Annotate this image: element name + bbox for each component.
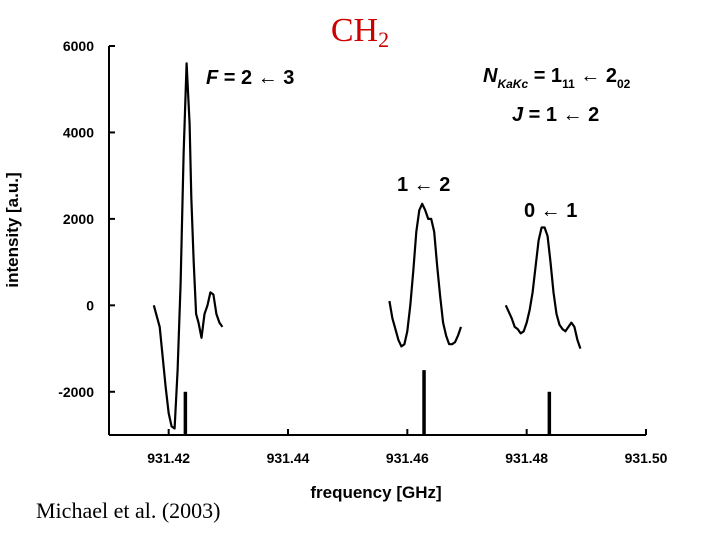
- series-line-1: [152, 62, 224, 430]
- stick-spectrum: [183, 370, 552, 435]
- citation: Michael et al. (2003): [36, 498, 221, 523]
- y-axis-label: intensity [a.u.]: [3, 172, 22, 287]
- series-line-2: [388, 202, 463, 348]
- x-tick-label: 931.44: [267, 450, 310, 466]
- x-tick-label: 931.46: [386, 450, 429, 466]
- y-tick-label: 2000: [63, 211, 94, 227]
- y-tick-label: 0: [86, 297, 94, 313]
- series-group: [152, 62, 582, 430]
- annotation-peak-0-1: 0 ← 1: [524, 200, 577, 222]
- x-tick-label: 931.48: [505, 450, 548, 466]
- y-ticks: 6000 4000 2000 0 -2000: [58, 38, 115, 400]
- y-tick-label: 4000: [63, 124, 94, 140]
- series-line-3: [504, 226, 582, 349]
- annotation-peak-1-2: 1 ← 2: [397, 174, 450, 196]
- chart-title: CH2: [330, 12, 390, 52]
- annotation-n-transition: NKaKc = 111 ← 202: [483, 65, 631, 91]
- y-tick-label: -2000: [58, 384, 94, 400]
- y-tick-label: 6000: [63, 38, 94, 54]
- annotation-f-transition: F = 2 ← 3: [206, 67, 294, 89]
- axes: [108, 46, 646, 436]
- x-ticks: 931.42 931.44 931.46 931.48 931.50: [147, 429, 668, 466]
- x-axis-label: frequency [GHz]: [310, 483, 441, 502]
- annotation-j-transition: J = 1 ← 2: [512, 104, 599, 126]
- x-tick-label: 931.50: [625, 450, 668, 466]
- x-tick-label: 931.42: [147, 450, 190, 466]
